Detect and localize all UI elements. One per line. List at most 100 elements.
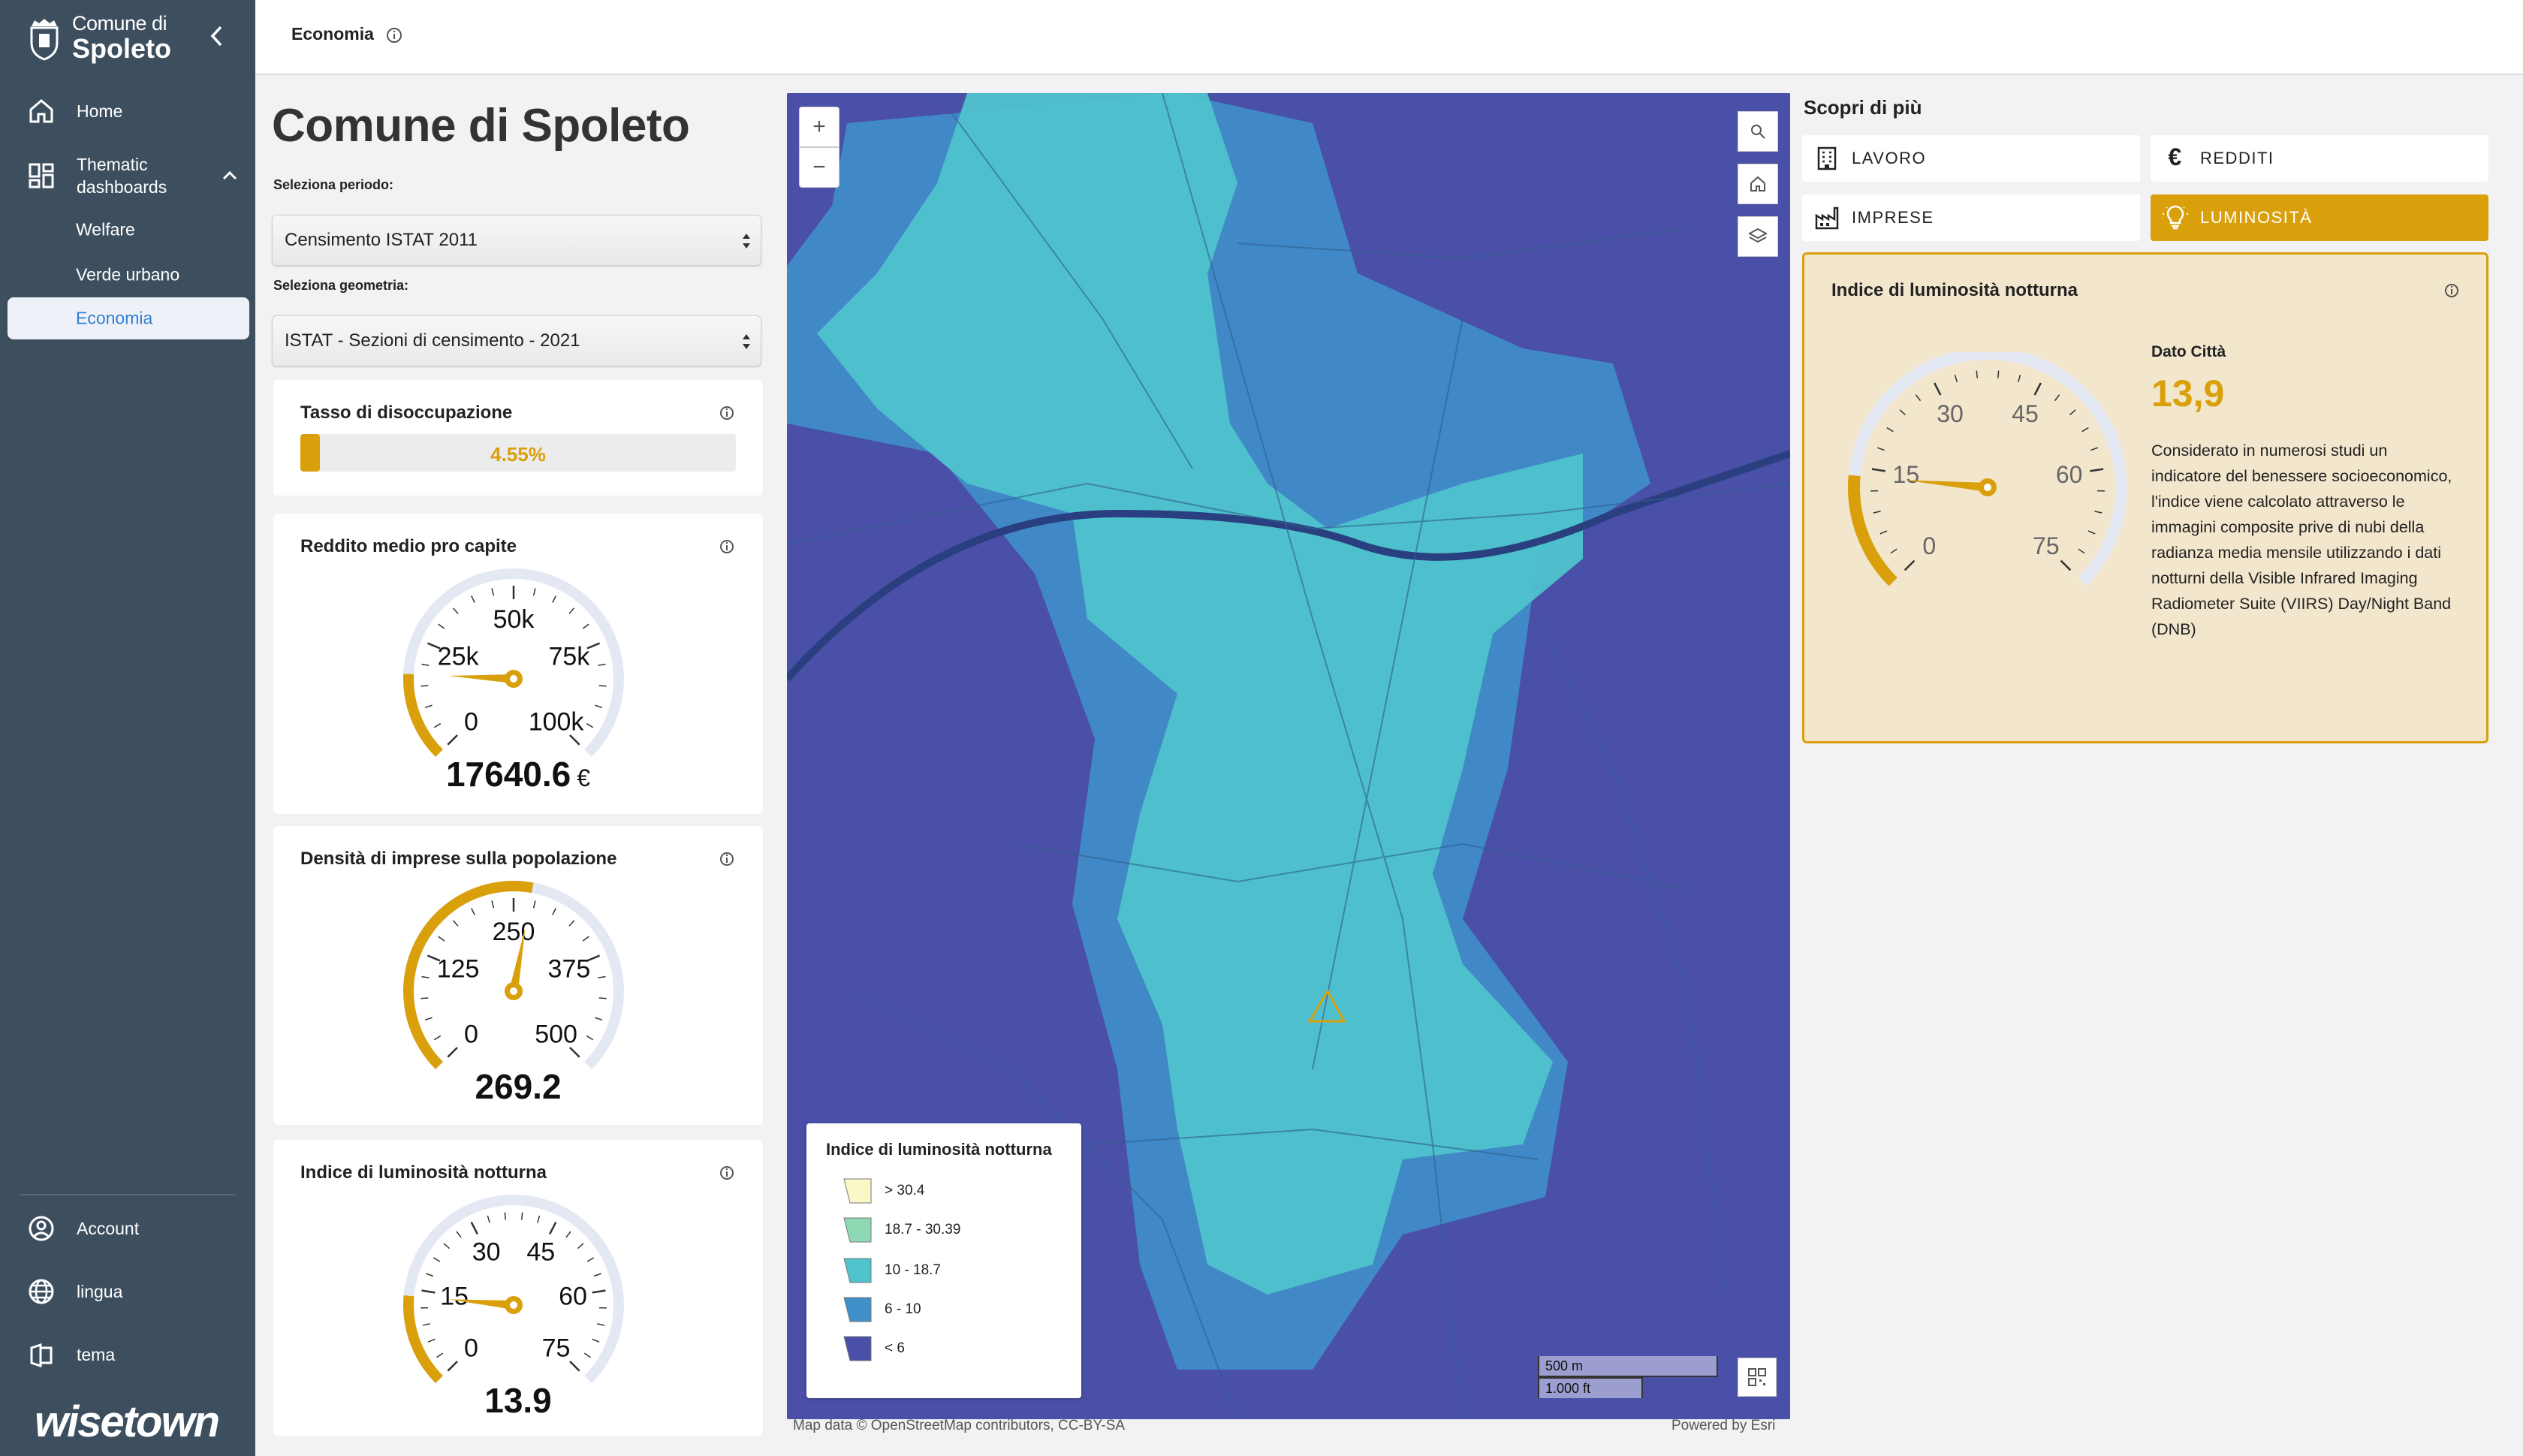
tab-luminosita[interactable]: LUMINOSITÀ	[2151, 194, 2488, 241]
map-canvas[interactable]	[787, 93, 1790, 1419]
sidebar-item-label: Account	[77, 1218, 140, 1238]
gauge-tick	[421, 663, 430, 666]
map-qr-button[interactable]	[1738, 1358, 1777, 1397]
gauge-value-arc	[1848, 475, 1898, 586]
gauge-tick-label: 0	[464, 1020, 478, 1048]
gauge-tick	[2054, 394, 2060, 402]
legend-swatch	[843, 1217, 872, 1243]
period-select[interactable]: Censimento ISTAT 2011	[272, 215, 761, 266]
sidebar-item-tema[interactable]: tema	[8, 1338, 249, 1371]
gauge-tick	[577, 1243, 584, 1250]
tab-lavoro[interactable]: LAVORO	[1802, 135, 2140, 182]
gauge-tick	[1876, 447, 1885, 451]
info-icon[interactable]	[719, 539, 734, 554]
sidebar-item-label: Thematic dashboards	[77, 155, 167, 197]
map-layers-button[interactable]	[1738, 216, 1778, 257]
gauge-tick	[1904, 559, 1916, 571]
legend-item: 18.7 - 30.39	[843, 1215, 960, 1245]
select-arrows-icon	[743, 234, 750, 249]
income-gauge: 0 25k 50k 75k 100k	[403, 568, 624, 757]
gauge-tick	[1976, 370, 1979, 378]
comune-logo[interactable]: Comune di Spoleto	[27, 14, 171, 62]
gauge-tick-label: 75	[2033, 532, 2060, 559]
choropleth-map[interactable]: + − Indice di luminosità notturna > 30.4…	[787, 93, 1790, 1419]
gauge-tick	[1899, 409, 1906, 416]
gauge-tick	[552, 595, 556, 603]
globe-icon	[29, 1279, 54, 1304]
sidebar-item-economia[interactable]: Economia	[8, 297, 249, 339]
gauge-tick	[2060, 559, 2072, 571]
gauge-hub-center	[1984, 484, 1991, 491]
info-icon[interactable]	[386, 27, 402, 44]
gauge-tick	[595, 704, 603, 709]
map-search-button[interactable]	[1738, 111, 1778, 152]
gauge-value: 17640.6 €	[273, 754, 763, 794]
gauge-tick	[427, 1338, 436, 1343]
gauge-tick	[1890, 548, 1898, 554]
gauge-tick	[592, 1338, 600, 1343]
gauge-tick	[1873, 511, 1881, 514]
sidebar-item-thematic-dashboards[interactable]: Thematic dashboards	[8, 150, 249, 201]
gauge-tick-label: 50k	[493, 605, 535, 634]
gauge-tick	[1954, 374, 1958, 383]
chevron-up-icon[interactable]	[221, 167, 239, 185]
gauge-tick	[452, 920, 459, 927]
business-value: 269.2	[475, 1067, 562, 1106]
legend-item: 6 - 10	[843, 1295, 921, 1325]
tab-imprese[interactable]: IMPRESE	[1802, 194, 2140, 241]
home-icon	[1750, 176, 1765, 191]
gauge-tick-label: 30	[1937, 400, 1964, 427]
gauge-tick	[582, 623, 589, 629]
gauge-tick	[549, 1221, 557, 1235]
sidebar-item-label: tema	[77, 1344, 116, 1364]
gauge-tick-label: 60	[559, 1282, 587, 1310]
gauge-tick-label: 0	[464, 1334, 478, 1362]
zoom-out-button[interactable]: −	[799, 147, 839, 188]
gauge-tick	[1915, 394, 1922, 402]
info-icon[interactable]	[2444, 283, 2459, 298]
gauge-tick	[582, 936, 589, 942]
gauge-tick	[433, 1257, 441, 1262]
powered-by-esri[interactable]: Powered by Esri	[1671, 1418, 1776, 1433]
gauge-tick	[421, 975, 430, 978]
legend-label: 18.7 - 30.39	[885, 1222, 961, 1237]
sidebar-item-welfare[interactable]: Welfare	[8, 209, 249, 251]
sidebar-item-label: Welfare	[76, 219, 135, 240]
sidebar: Comune di Spoleto Home Thematic dashboar…	[0, 0, 255, 1456]
info-icon[interactable]	[719, 1165, 734, 1180]
gauge-tick	[447, 1361, 458, 1372]
progress-value: 4.55%	[490, 443, 546, 466]
card-title: Densità di imprese sulla popolazione	[300, 849, 617, 869]
map-attribution[interactable]: Map data © OpenStreetMap contributors, C…	[793, 1418, 1126, 1433]
sidebar-item-account[interactable]: Account	[8, 1212, 249, 1245]
info-icon[interactable]	[719, 405, 734, 421]
lightbulb-icon	[2163, 205, 2188, 230]
legend-label: > 30.4	[885, 1183, 925, 1198]
sidebar-item-verde-urbano[interactable]: Verde urbano	[8, 254, 249, 296]
gauge-tick-label: 250	[493, 918, 535, 946]
legend-label: < 6	[885, 1340, 905, 1356]
unemployment-card: Tasso di disoccupazione 4.55%	[273, 380, 763, 496]
sidebar-item-lingua[interactable]: lingua	[8, 1275, 249, 1308]
tab-redditi[interactable]: € REDDITI	[2151, 135, 2488, 182]
collapse-sidebar-icon[interactable]	[206, 21, 228, 51]
map-home-button[interactable]	[1738, 164, 1778, 204]
luminosity-info-panel: Indice di luminosità notturna 0 15 30 45 60 7…	[1802, 252, 2488, 743]
zoom-in-button[interactable]: +	[799, 107, 839, 147]
gauge-tick	[436, 1352, 444, 1358]
gauge-tick	[592, 1289, 606, 1294]
home-icon	[29, 99, 53, 123]
sidebar-item-home[interactable]: Home	[8, 95, 249, 128]
gauge-tick	[438, 623, 445, 629]
legend-swatch	[843, 1258, 872, 1283]
gauge-tick	[2078, 548, 2085, 554]
info-icon[interactable]	[719, 852, 734, 867]
map-legend: Indice di luminosità notturna > 30.4 18.…	[806, 1123, 1081, 1398]
gauge-tick	[2090, 468, 2104, 472]
geometry-select[interactable]: ISTAT - Sezioni di censimento - 2021	[272, 315, 761, 366]
gauge-tick	[537, 1215, 541, 1223]
gauge-tick	[568, 920, 575, 927]
sidebar-item-label: Economia	[76, 308, 153, 328]
gauge-tick	[520, 1212, 523, 1220]
